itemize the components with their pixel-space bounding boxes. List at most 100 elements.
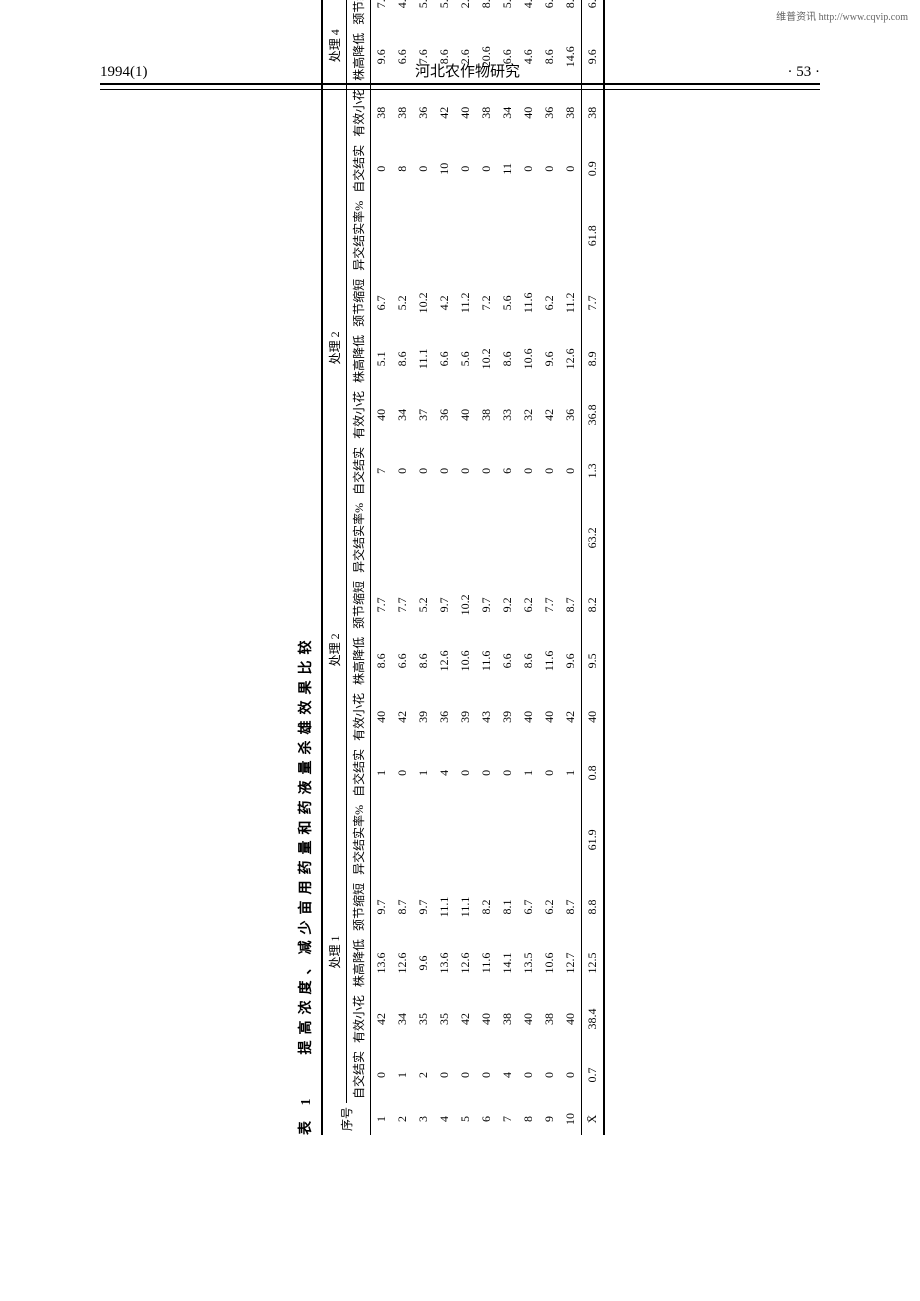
cell: 0 (476, 1047, 497, 1103)
col-sub: 异交结实率% (347, 801, 371, 879)
cell: 42 (560, 689, 582, 745)
cell: 0 (518, 1047, 539, 1103)
cell: 0.7 (582, 1047, 605, 1103)
cell: 38 (560, 85, 582, 141)
cell: 6.6 (497, 29, 518, 85)
col-sub: 有效小花 (347, 85, 371, 141)
cell: 8.7 (476, 0, 497, 29)
cell: 4.2 (434, 275, 455, 331)
cell: 40 (455, 85, 476, 141)
cell: 1.3 (582, 443, 605, 499)
cell-seq: 3 (413, 1103, 434, 1135)
cell: 38 (476, 387, 497, 443)
cell: 12.7 (560, 935, 582, 991)
cell: 37 (413, 387, 434, 443)
cell: 2.6 (455, 0, 476, 29)
cell (413, 499, 434, 577)
cell (434, 801, 455, 879)
cell (497, 499, 518, 577)
cell: 8.7 (560, 0, 582, 29)
cell: 7.6 (371, 0, 393, 29)
cell-seq: 4 (434, 1103, 455, 1135)
cell: 38 (392, 85, 413, 141)
cell (560, 197, 582, 275)
cell: 4.2 (518, 0, 539, 29)
cell-seq: X̄ (582, 1103, 605, 1135)
cell: 6 (497, 443, 518, 499)
cell (539, 197, 560, 275)
cell: 0 (539, 141, 560, 197)
cell: 11.2 (455, 275, 476, 331)
cell (560, 801, 582, 879)
col-sub: 自交结实 (347, 745, 371, 801)
cell: 1 (371, 745, 393, 801)
cell: 6.6 (392, 29, 413, 85)
cell: 7.7 (392, 577, 413, 633)
cell: 39 (455, 689, 476, 745)
cell: 61.8 (582, 197, 605, 275)
table-container: 表 1 提高浓度、减少亩用药量和药液量杀雄效果比较 序号 处理 1 处理 2 处… (100, 110, 820, 1210)
cell (392, 801, 413, 879)
cell: 10 (434, 141, 455, 197)
data-table: 序号 处理 1 处理 2 处理 2 处理 4 自交结实有效小花株高降低颈节缩短异… (321, 0, 605, 1135)
cell: 11.6 (476, 935, 497, 991)
cell: 5.2 (413, 577, 434, 633)
cell: 14.1 (497, 935, 518, 991)
cell: 11 (497, 141, 518, 197)
col-sub: 株高降低 (347, 29, 371, 85)
cell: 38 (476, 85, 497, 141)
cell: 0 (455, 745, 476, 801)
cell: 38 (371, 85, 393, 141)
cell: 8.2 (582, 577, 605, 633)
col-sub: 颈节缩短 (347, 879, 371, 935)
cell: 36 (413, 85, 434, 141)
cell (497, 801, 518, 879)
cell: 36 (560, 387, 582, 443)
cell: 36.8 (582, 387, 605, 443)
cell: 8.9 (582, 331, 605, 387)
cell: 61.9 (582, 801, 605, 879)
cell: 9.7 (371, 879, 393, 935)
col-sub: 异交结实率% (347, 499, 371, 577)
cell (560, 499, 582, 577)
cell: 39 (497, 689, 518, 745)
cell: 36 (434, 689, 455, 745)
cell-seq: 6 (476, 1103, 497, 1135)
cell: 40 (560, 991, 582, 1047)
cell: 4.6 (518, 29, 539, 85)
cell: 8.7 (560, 577, 582, 633)
col-sub: 自交结实 (347, 1047, 371, 1103)
cell: 0 (434, 1047, 455, 1103)
cell: 38 (582, 85, 605, 141)
col-sub: 有效小花 (347, 991, 371, 1047)
cell: 0 (413, 443, 434, 499)
cell: 0 (455, 141, 476, 197)
cell: 12.6 (434, 633, 455, 689)
cell: 42 (392, 689, 413, 745)
cell: 6.0 (582, 0, 605, 29)
cell: 1 (518, 745, 539, 801)
cell: 12.5 (582, 935, 605, 991)
cell (518, 197, 539, 275)
cell: 11.1 (455, 879, 476, 935)
cell: 32 (518, 387, 539, 443)
page: 1994(1) 河北农作物研究 · 53 · 表 1 提高浓度、减少亩用药量和药… (0, 0, 920, 1250)
table-row: 403513.611.143612.69.70366.64.210428.65.… (434, 0, 455, 1135)
cell: 63.2 (582, 499, 605, 577)
cell: 0 (371, 1047, 393, 1103)
cell: 8.6 (371, 633, 393, 689)
cell: 35 (434, 991, 455, 1047)
cell: 11.2 (560, 275, 582, 331)
cell (455, 499, 476, 577)
cell-seq: 9 (539, 1103, 560, 1135)
cell: 0 (539, 1047, 560, 1103)
cell (413, 197, 434, 275)
cell: 8 (392, 141, 413, 197)
cell: 0 (455, 1047, 476, 1103)
cell: 9.6 (539, 331, 560, 387)
cell: 34 (497, 85, 518, 141)
cell: 7.7 (582, 275, 605, 331)
cell: 7.6 (413, 29, 434, 85)
col-sub: 有效小花 (347, 689, 371, 745)
cell: 5.5 (434, 0, 455, 29)
